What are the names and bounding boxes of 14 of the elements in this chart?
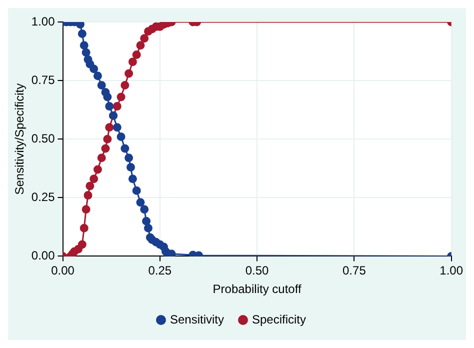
- y-tick-label: 0.75: [31, 72, 56, 87]
- x-axis-title: Probability cutoff: [212, 282, 302, 296]
- x-tick-label: 1.00: [440, 264, 464, 278]
- x-tick-label: 0.50: [245, 264, 270, 278]
- y-tick-label: 0.50: [31, 131, 56, 146]
- x-tick-label: 0.00: [51, 264, 75, 278]
- y-tick-label: 0.00: [31, 248, 56, 263]
- y-tick-label: 0.25: [31, 190, 56, 204]
- x-tick-label: 0.75: [342, 264, 366, 278]
- x-tick-label: 0.25: [148, 264, 172, 278]
- y-tick-label: 1.00: [31, 14, 56, 28]
- y-axis-title: Sensitivity/Specificity: [12, 83, 27, 195]
- legend-label: Specificity: [252, 312, 306, 326]
- legend-label: Sensitivity: [170, 312, 224, 326]
